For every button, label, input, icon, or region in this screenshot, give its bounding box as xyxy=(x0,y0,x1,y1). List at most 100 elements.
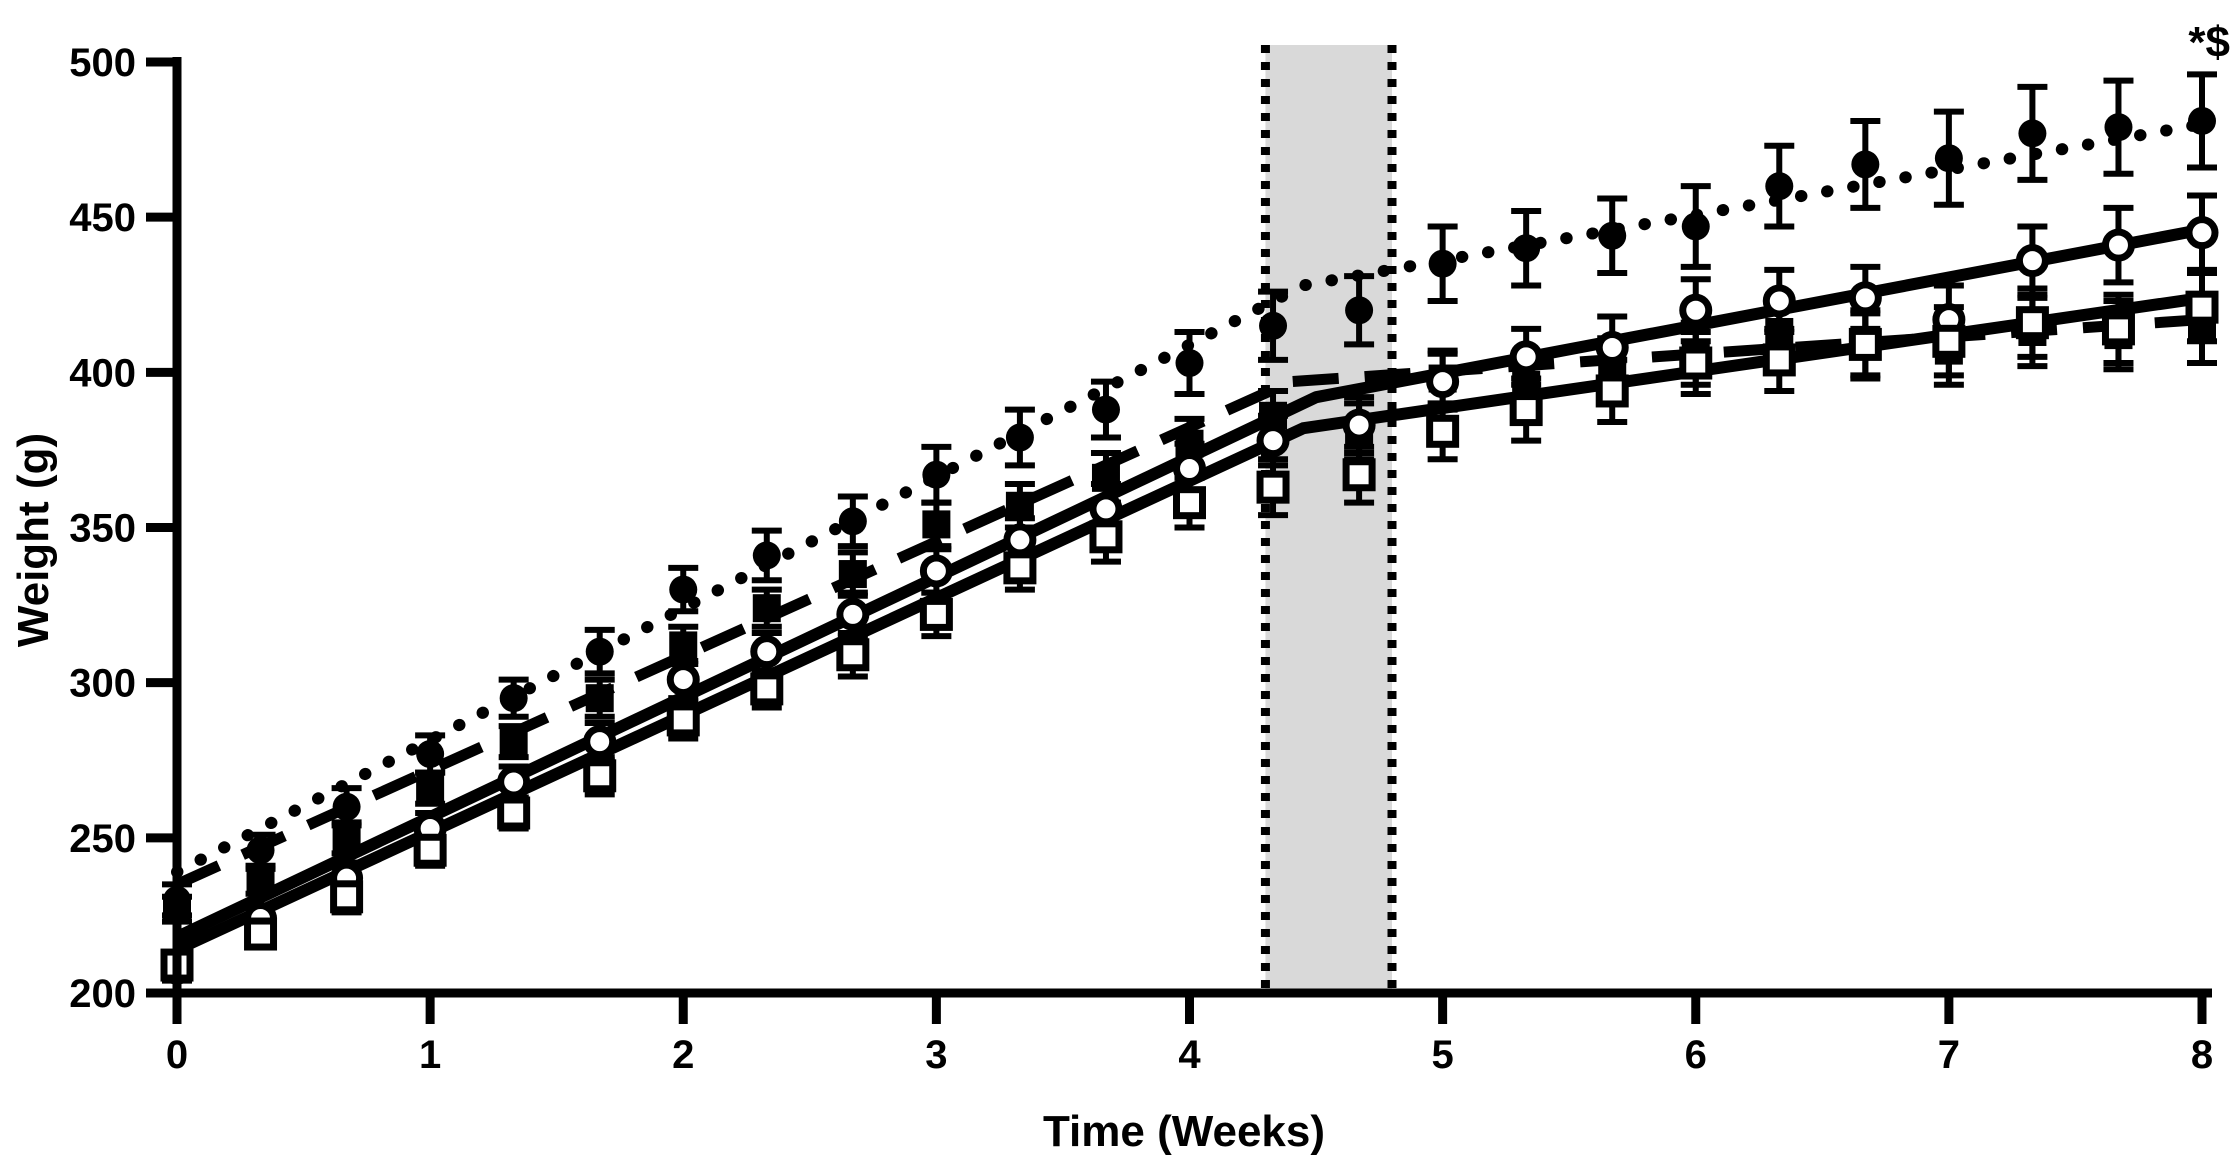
axis-titles: Weight (g) Time (Weeks) xyxy=(9,433,1325,1156)
filled-circle-marker xyxy=(2188,106,2216,135)
trend-line-open-square-group xyxy=(174,291,2203,956)
open-square-marker xyxy=(1256,470,1290,504)
markers-filled-square-group xyxy=(163,314,2216,924)
open-square-marker xyxy=(1089,520,1123,554)
trend-line-open-circle-group xyxy=(174,223,2204,943)
x-tick-label: 8 xyxy=(2191,1033,2213,1077)
filled-circle-marker xyxy=(1345,296,1374,325)
x-axis-title: Time (Weeks) xyxy=(1043,1107,1325,1156)
open-circle-marker xyxy=(497,765,531,799)
filled-circle-marker xyxy=(1851,150,1880,179)
filled-circle-marker xyxy=(416,740,445,769)
open-square-marker xyxy=(1679,346,1713,380)
open-square-marker xyxy=(919,597,953,631)
filled-square-marker xyxy=(1765,317,1794,346)
filled-circle-marker xyxy=(1005,423,1034,452)
open-square-marker xyxy=(666,703,700,737)
open-circle-marker xyxy=(1762,284,1796,318)
filled-square-marker xyxy=(1005,491,1034,520)
open-square-marker xyxy=(497,796,531,830)
trend-line-filled-circle-group xyxy=(171,118,2208,878)
error-bars-open-circle-group xyxy=(162,192,2217,984)
y-tick-label: 200 xyxy=(69,972,136,1016)
filled-circle-marker xyxy=(1091,395,1120,424)
open-square-marker xyxy=(1509,393,1543,427)
y-tick-label: 350 xyxy=(69,507,136,551)
open-circle-marker xyxy=(1848,281,1882,315)
open-square-marker xyxy=(1595,374,1629,408)
y-tick-label: 400 xyxy=(69,351,136,395)
open-square-marker xyxy=(2101,312,2135,346)
open-circle-marker xyxy=(1426,365,1460,399)
solid-line xyxy=(174,291,2203,956)
filled-circle-marker xyxy=(499,684,528,713)
open-square-marker xyxy=(1426,414,1460,448)
open-circle-marker xyxy=(1509,340,1543,374)
filled-square-marker xyxy=(922,510,951,539)
open-circle-marker xyxy=(583,725,617,759)
open-square-marker xyxy=(1848,327,1882,361)
filled-circle-marker xyxy=(1598,221,1627,250)
filled-square-marker xyxy=(838,560,867,589)
filled-square-marker xyxy=(416,774,445,803)
filled-circle-marker xyxy=(1512,234,1541,263)
open-circle-marker xyxy=(2015,244,2049,278)
x-tick-label: 1 xyxy=(419,1033,441,1077)
open-circle-marker xyxy=(2101,228,2135,262)
x-tick-label: 3 xyxy=(925,1033,947,1077)
filled-circle-marker xyxy=(332,792,361,821)
open-square-marker xyxy=(1173,486,1206,520)
open-circle-marker xyxy=(750,635,784,669)
open-square-marker xyxy=(583,759,617,793)
filled-circle-marker xyxy=(922,460,951,489)
filled-square-marker xyxy=(1091,463,1120,492)
y-tick-label: 450 xyxy=(69,196,136,240)
open-circle-marker xyxy=(2185,216,2219,250)
filled-circle-marker xyxy=(1175,349,1204,378)
x-tick-label: 7 xyxy=(1938,1033,1960,1077)
open-square-marker xyxy=(330,880,364,914)
open-square-marker xyxy=(1342,458,1376,492)
y-axis-ticks: 200 250 300 350 400 450 500 xyxy=(69,41,177,1016)
open-square-marker xyxy=(244,917,278,951)
open-square-marker xyxy=(836,638,870,672)
filled-square-marker xyxy=(246,867,275,896)
markers-open-square-group xyxy=(160,290,2219,982)
open-circle-marker xyxy=(1173,452,1206,486)
significance-annotation: *$ xyxy=(2188,18,2230,67)
open-circle-marker xyxy=(1342,408,1376,442)
dotted-line xyxy=(171,118,2208,878)
annotation: *$ xyxy=(2188,18,2230,67)
filled-circle-marker xyxy=(2104,113,2133,142)
filled-circle-marker xyxy=(246,836,275,865)
open-circle-marker xyxy=(1089,492,1123,526)
shaded-region xyxy=(1260,45,1397,993)
filled-circle-marker xyxy=(752,541,781,570)
markers-filled-circle-group xyxy=(163,106,2216,914)
filled-circle-marker xyxy=(1934,144,1963,173)
y-tick-label: 250 xyxy=(69,817,136,861)
filled-square-marker xyxy=(585,684,614,713)
open-circle-marker xyxy=(919,554,953,588)
filled-square-marker xyxy=(669,631,698,660)
open-circle-marker xyxy=(1003,523,1037,557)
x-tick-label: 5 xyxy=(1432,1033,1454,1077)
filled-square-marker xyxy=(332,823,361,852)
x-tick-label: 6 xyxy=(1685,1033,1707,1077)
filled-square-marker xyxy=(499,727,528,756)
x-axis-ticks: 0 1 2 3 4 5 6 7 8 xyxy=(166,993,2213,1077)
solid-line xyxy=(174,223,2204,943)
y-tick-label: 500 xyxy=(69,41,136,85)
filled-square-marker xyxy=(752,594,781,623)
open-circle-marker xyxy=(666,663,700,697)
open-circle-marker xyxy=(1679,293,1713,327)
filled-circle-marker xyxy=(1259,311,1288,340)
open-square-marker xyxy=(2015,306,2049,340)
open-circle-marker xyxy=(1595,331,1629,365)
open-square-marker xyxy=(1932,324,1966,358)
x-tick-label: 4 xyxy=(1178,1033,1201,1077)
y-axis-title: Weight (g) xyxy=(9,433,58,647)
open-square-marker xyxy=(1003,551,1037,585)
x-tick-label: 0 xyxy=(166,1033,188,1077)
